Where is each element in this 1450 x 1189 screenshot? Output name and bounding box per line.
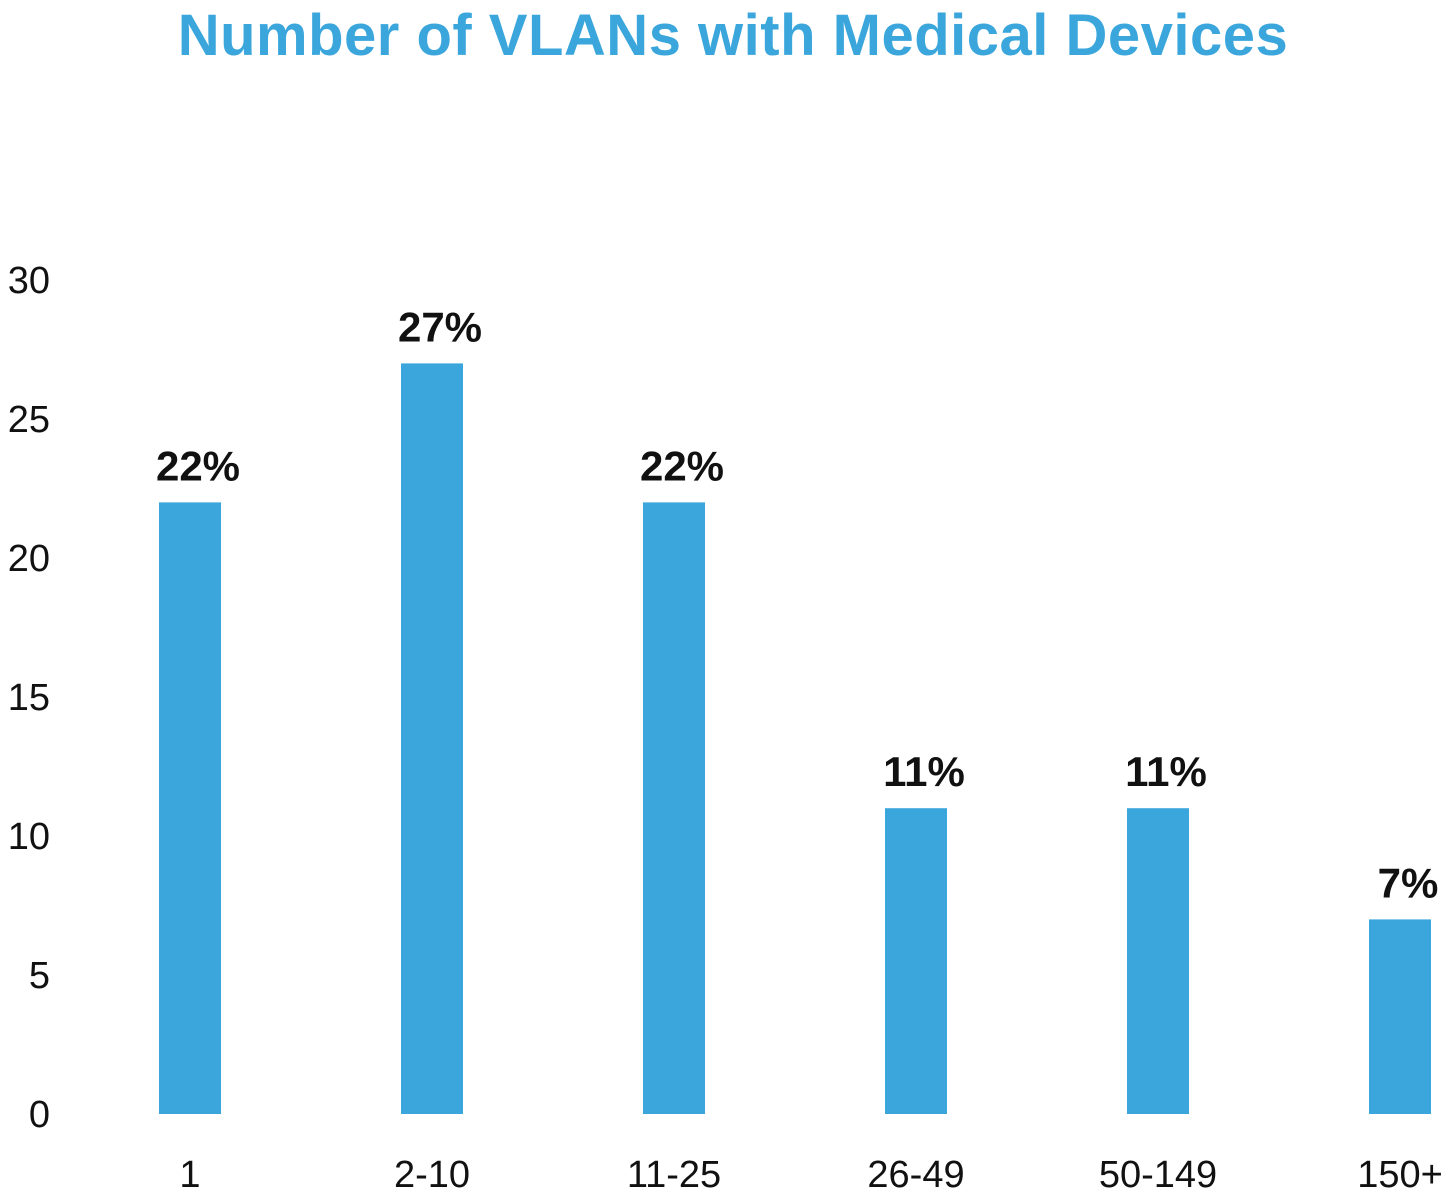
y-tick-label: 0	[29, 1094, 50, 1136]
bar	[159, 502, 221, 1114]
x-tick-label: 1	[179, 1154, 200, 1189]
bar-data-label: 7%	[1378, 859, 1439, 906]
chart-title: Number of VLANs with Medical Devices	[177, 3, 1289, 68]
x-tick-label: 26-49	[867, 1154, 964, 1189]
bar	[1127, 808, 1189, 1114]
x-tick-label: 11-25	[627, 1154, 721, 1189]
y-tick-label: 10	[8, 816, 50, 858]
y-tick-label: 25	[8, 399, 50, 441]
y-tick-label: 5	[29, 955, 50, 997]
y-tick-label: 15	[8, 677, 50, 719]
x-axis: 1 2-10 11-25 26-49 50-149 150+	[179, 1154, 1442, 1189]
bars	[159, 363, 1431, 1114]
bar	[643, 502, 705, 1114]
y-tick-label: 20	[8, 538, 50, 580]
y-tick-label: 30	[8, 260, 50, 302]
bar	[1369, 919, 1431, 1114]
data-labels: 22% 27% 22% 11% 11% 7%	[156, 303, 1438, 906]
bar-data-label: 11%	[1125, 748, 1207, 795]
bar-data-label: 27%	[398, 303, 482, 350]
y-axis: 0 5 10 15 20 25 30	[8, 260, 50, 1136]
x-tick-label: 2-10	[394, 1154, 470, 1189]
x-tick-label: 150+	[1357, 1154, 1443, 1189]
bar-data-label: 11%	[883, 748, 965, 795]
bar	[885, 808, 947, 1114]
bar-data-label: 22%	[156, 442, 240, 489]
x-tick-label: 50-149	[1099, 1154, 1217, 1189]
bar-data-label: 22%	[640, 442, 724, 489]
bar	[401, 363, 463, 1114]
